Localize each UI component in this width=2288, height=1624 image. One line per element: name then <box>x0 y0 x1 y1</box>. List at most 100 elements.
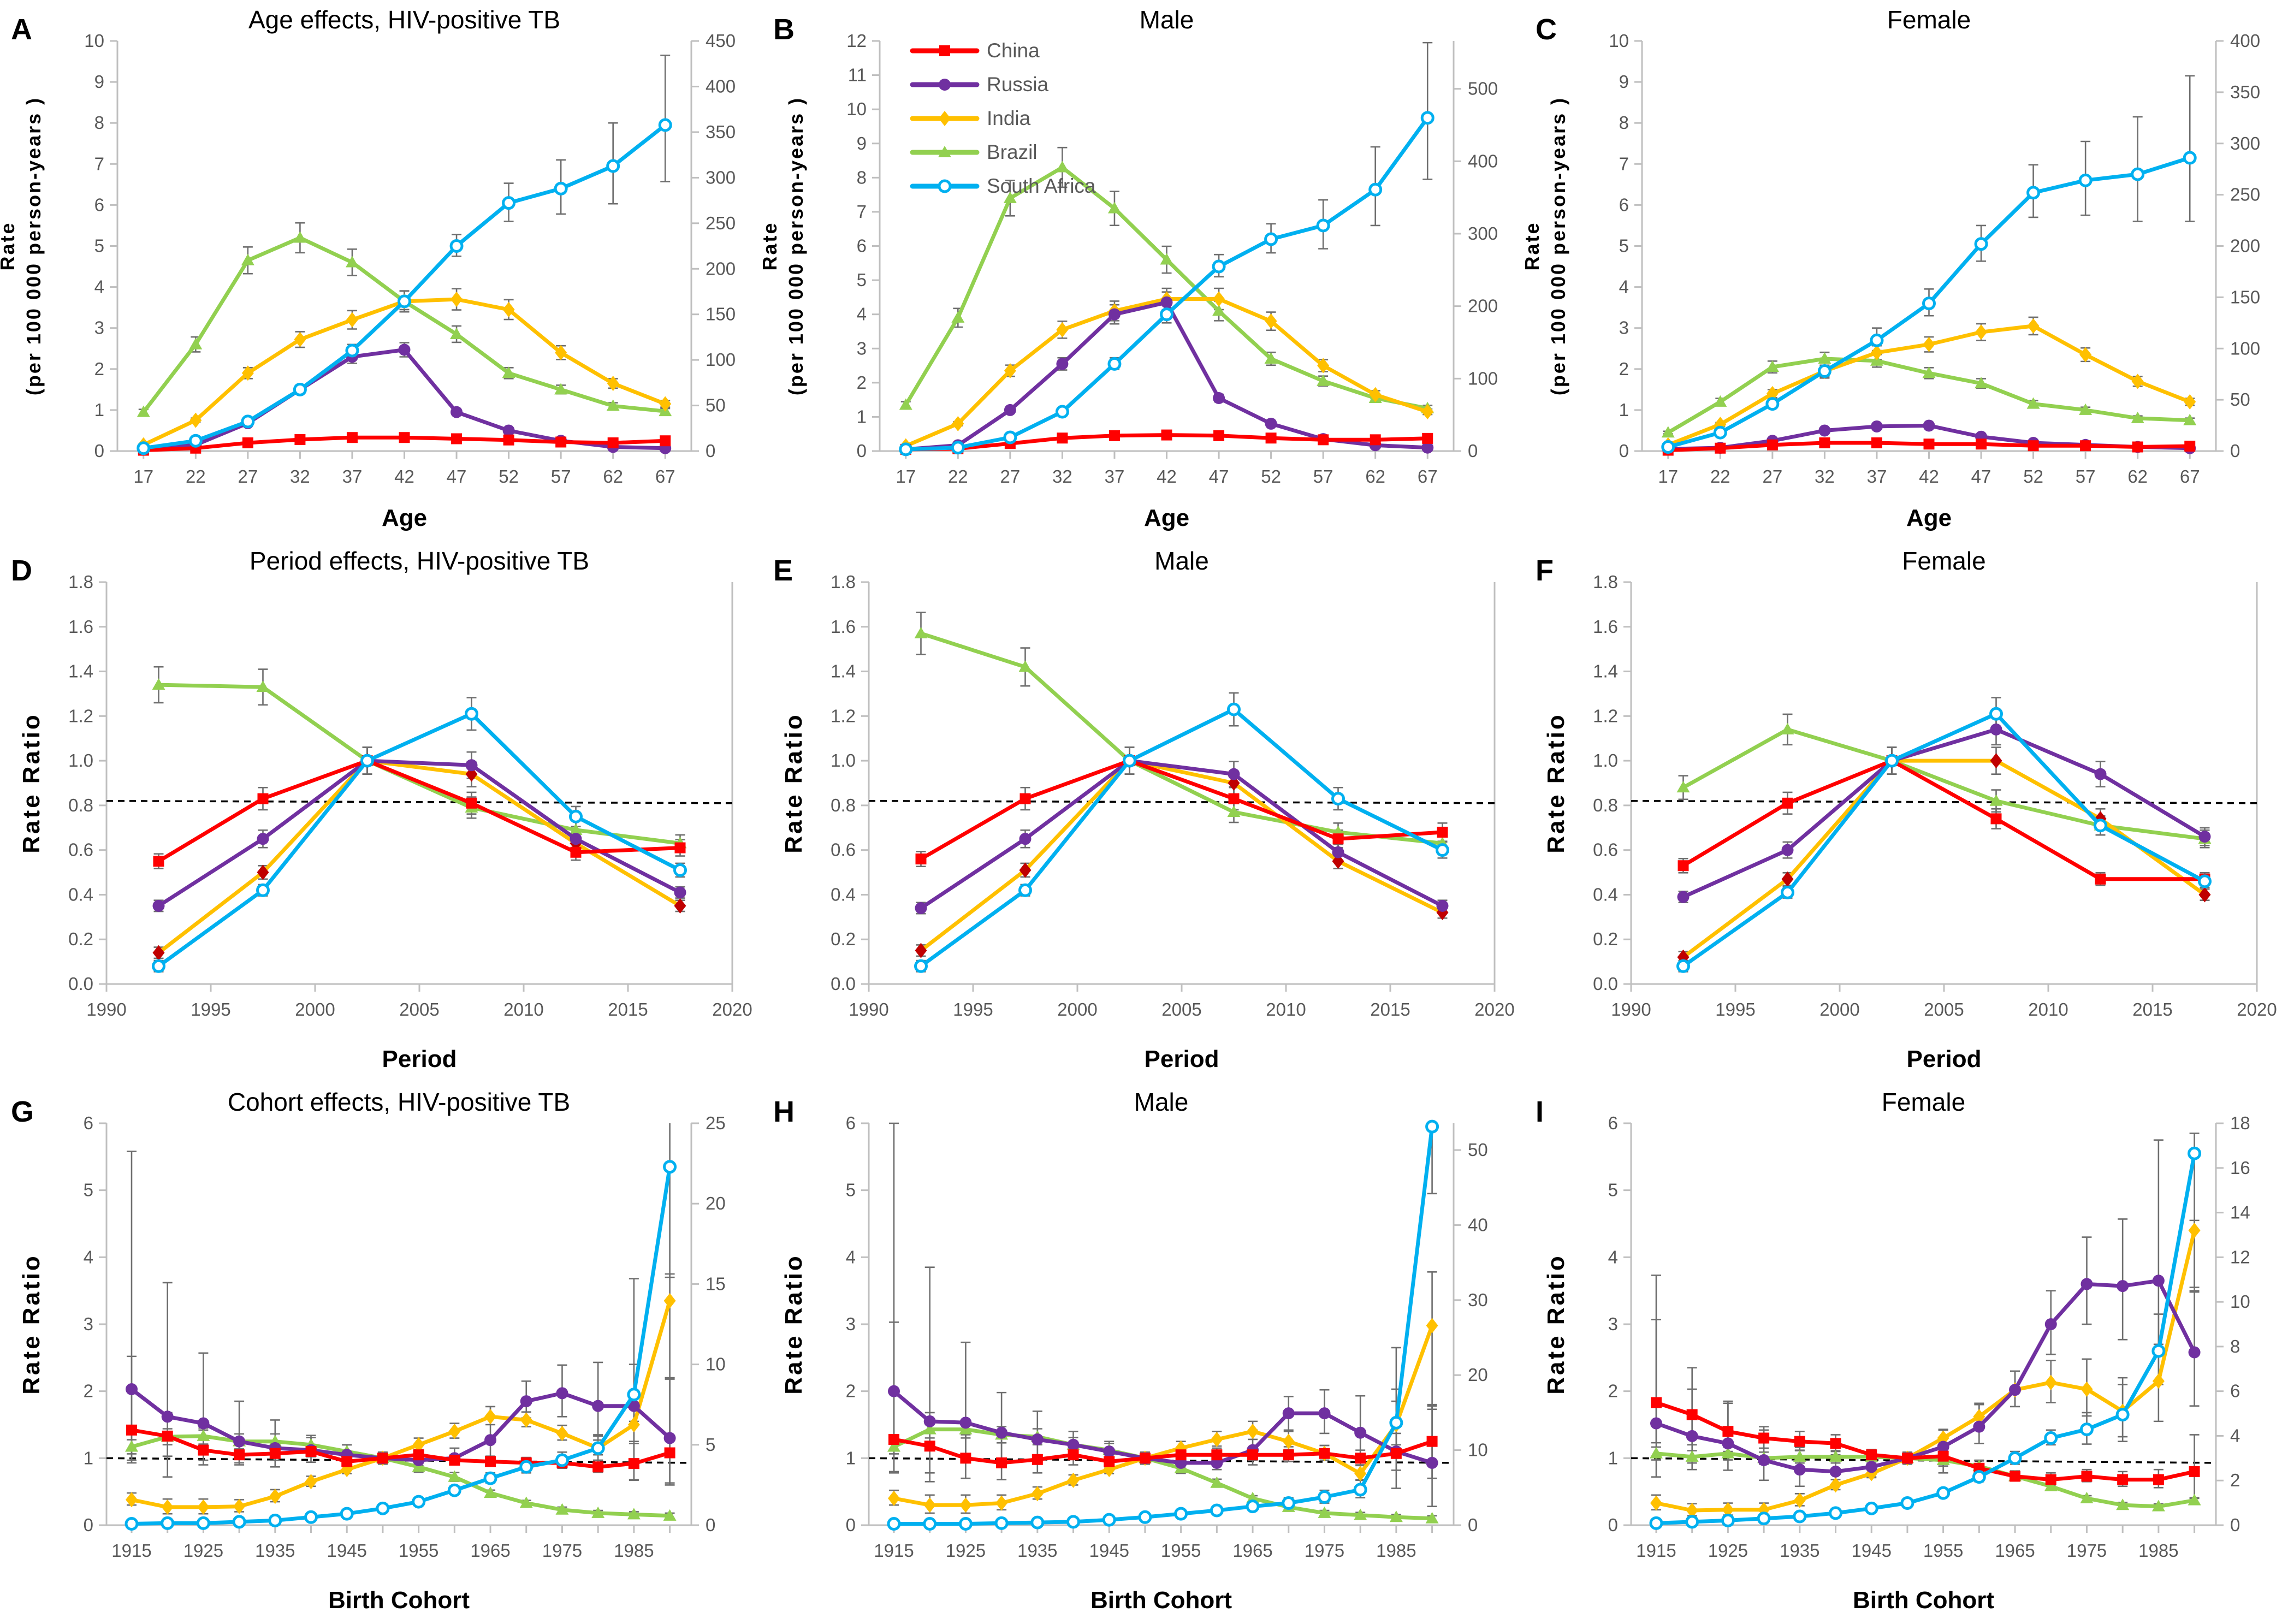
panel-D-svg: D Period effects, HIV-positive TB0.00.20.… <box>11 547 752 1072</box>
reference-dashed-line <box>868 799 1495 804</box>
series-china-line <box>919 758 1444 861</box>
series-russia-point <box>915 902 927 914</box>
series-south-africa-point <box>1018 883 1032 897</box>
series-russia-point <box>2152 1275 2165 1287</box>
series-brazil-point <box>555 1503 569 1515</box>
series-india-point <box>152 945 165 961</box>
series-india-point <box>1923 336 1935 352</box>
series-south-africa-point <box>1721 1513 1735 1527</box>
series-china-line <box>892 1437 1435 1465</box>
series-russia-point <box>1019 833 1032 845</box>
x-tick-label: 67 <box>655 466 675 487</box>
series-russia-point <box>1031 1433 1044 1445</box>
series-south-africa-point <box>1246 1499 1260 1514</box>
series-brazil-point <box>1676 781 1690 793</box>
x-tick-label: 37 <box>1867 466 1887 487</box>
svg-text:Rate: Rate <box>0 221 19 270</box>
series-russia-point <box>1686 1430 1698 1442</box>
series-brazil-point <box>606 399 620 411</box>
series-india-point <box>2184 394 2196 410</box>
x-axis-title: Birth Cohort <box>328 1587 470 1614</box>
series-china-point <box>1923 438 1935 450</box>
series-india-point <box>995 1495 1008 1511</box>
series-brazil-point <box>569 823 583 835</box>
series-china-point <box>660 435 671 447</box>
series-brazil-point <box>1793 1450 1806 1462</box>
y-tick-label: 0 <box>1619 441 1629 461</box>
series-india-point <box>189 412 202 428</box>
series-china-point <box>570 846 582 858</box>
x-tick-label: 42 <box>1919 466 1939 487</box>
series-india-point <box>451 292 463 307</box>
panel-title: Period effects, HIV-positive TB <box>250 547 589 575</box>
series-brazil-point <box>1765 360 1779 372</box>
series-south-africa-point <box>502 196 516 210</box>
series-china-point <box>2045 1474 2056 1485</box>
legend-entry-russia: Russia <box>910 73 1049 96</box>
series-china-markers <box>1662 437 2196 456</box>
series-india-point <box>2152 1373 2165 1389</box>
right-y-tick-label: 400 <box>706 76 736 97</box>
series-brazil-point <box>1210 1476 1224 1488</box>
series-russia-point <box>1758 1454 1770 1467</box>
series-south-africa-point <box>1870 333 1884 347</box>
x-tick-label: 1945 <box>1089 1540 1129 1561</box>
series-china-line <box>1654 1401 2197 1482</box>
series-south-africa-markers <box>1661 151 2197 454</box>
series-china-point <box>1990 813 2002 825</box>
x-axis-title: Period <box>1907 1046 1982 1072</box>
y-tick-label: 0.2 <box>1593 929 1618 949</box>
legend-label: Russia <box>987 73 1049 96</box>
panel-letter: G <box>11 1095 34 1128</box>
right-y-tick-label: 15 <box>706 1273 726 1294</box>
series-china-line <box>1681 758 2207 881</box>
y-tick-label: 0 <box>94 441 104 461</box>
series-south-africa-point <box>412 1495 426 1509</box>
series-china-point <box>1161 429 1172 441</box>
y-tick-label: 2 <box>94 359 104 379</box>
series-india-point <box>1282 1433 1295 1449</box>
series-brazil-point <box>2188 1493 2201 1506</box>
series-south-africa-point <box>923 1517 937 1531</box>
right-y-tick-label: 0 <box>2230 441 2240 461</box>
panel-title: Age effects, HIV-positive TB <box>248 5 560 34</box>
series-russia-point <box>2188 1346 2201 1359</box>
series-south-africa-point <box>152 959 165 973</box>
series-south-africa-point <box>1227 702 1241 716</box>
legend-entry-south-africa: South Africa <box>910 175 1096 197</box>
series-south-africa-point <box>1066 1515 1081 1529</box>
series-brazil-markers <box>1676 722 2212 844</box>
x-tick-label: 52 <box>2023 466 2043 487</box>
series-russia-point <box>663 1432 676 1444</box>
series-china-point <box>126 1424 137 1436</box>
series-india-point <box>2131 374 2144 389</box>
series-russia-point <box>2080 1278 2093 1290</box>
series-russia-point <box>197 1417 210 1430</box>
series-brazil-point <box>1781 722 1794 734</box>
series-russia-point <box>398 343 411 356</box>
series-india-point <box>448 1424 461 1439</box>
right-y-tick-label: 100 <box>1468 368 1498 388</box>
series-south-africa-point <box>1003 430 1017 444</box>
series-india-point <box>556 1425 568 1441</box>
series-brazil-point <box>951 311 965 323</box>
series-india-point <box>1990 753 2002 769</box>
y-axis-title: Rate Ratio <box>18 713 45 854</box>
series-brazil-line <box>1681 727 2207 841</box>
series-china-point <box>1370 434 1381 446</box>
series-russia-point <box>1426 1456 1438 1469</box>
panel-letter: A <box>11 13 32 46</box>
axes: 0.0 0.2 0.4 0.6 0.8 1.0 1.2 1.4 1.6 1.8 1990 1995 20… <box>831 572 1515 1020</box>
series-brazil-point <box>450 327 464 339</box>
series-south-africa-point <box>304 1510 318 1524</box>
series-south-africa-point <box>1210 1503 1224 1518</box>
error-bars <box>1651 1133 2200 1525</box>
series-russia-point <box>1722 1437 1734 1450</box>
series-india-markers <box>915 753 1449 958</box>
series-russia-point <box>1228 768 1240 780</box>
series-china-point <box>2010 1471 2021 1482</box>
series-india-markers <box>887 1318 1438 1513</box>
series-south-africa-point <box>232 1515 246 1529</box>
x-tick-label: 1975 <box>1305 1540 1344 1561</box>
